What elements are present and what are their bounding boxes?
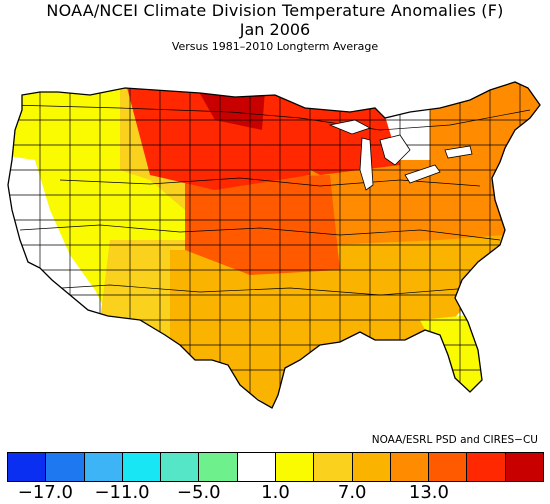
color-scale-ticks: −17.0 −11.0 −5.0 1.0 7.0 13.0 bbox=[7, 482, 544, 504]
scale-swatch bbox=[429, 453, 468, 481]
map-subtitle: Versus 1981–2010 Longterm Average bbox=[171, 40, 379, 53]
scale-swatch bbox=[84, 453, 123, 481]
us-outline bbox=[7, 81, 541, 409]
scale-tick-label: −17.0 bbox=[17, 482, 73, 503]
scale-swatch bbox=[8, 453, 47, 481]
great-lakes bbox=[328, 119, 473, 191]
credit-text: NOAA/ESRL PSD and CIRES−CU bbox=[371, 434, 538, 446]
scale-swatch bbox=[46, 453, 85, 481]
scale-swatch bbox=[275, 453, 315, 481]
scale-swatch bbox=[199, 453, 238, 481]
scale-tick-label: 7.0 bbox=[337, 482, 367, 503]
map-period: Jan 2006 bbox=[239, 20, 311, 39]
scale-tick-label: −5.0 bbox=[176, 482, 221, 503]
region-fill bbox=[185, 175, 340, 275]
color-scale bbox=[7, 452, 544, 482]
scale-swatch bbox=[237, 453, 276, 481]
region-fill bbox=[320, 230, 510, 340]
scale-tick-label: 1.0 bbox=[261, 482, 290, 503]
map-title: NOAA/NCEI Climate Division Temperature A… bbox=[46, 1, 504, 20]
scale-swatch bbox=[352, 453, 391, 481]
scale-swatch bbox=[390, 453, 430, 481]
scale-swatch bbox=[505, 453, 543, 481]
scale-swatch bbox=[467, 453, 506, 481]
scale-swatch bbox=[122, 453, 162, 481]
us-climate-division-map bbox=[7, 81, 541, 409]
climate-division-boundaries bbox=[8, 82, 540, 408]
scale-swatch bbox=[314, 453, 353, 481]
scale-tick-label: −11.0 bbox=[94, 482, 150, 503]
scale-tick-label: 13.0 bbox=[408, 482, 449, 503]
scale-swatch bbox=[161, 453, 200, 481]
